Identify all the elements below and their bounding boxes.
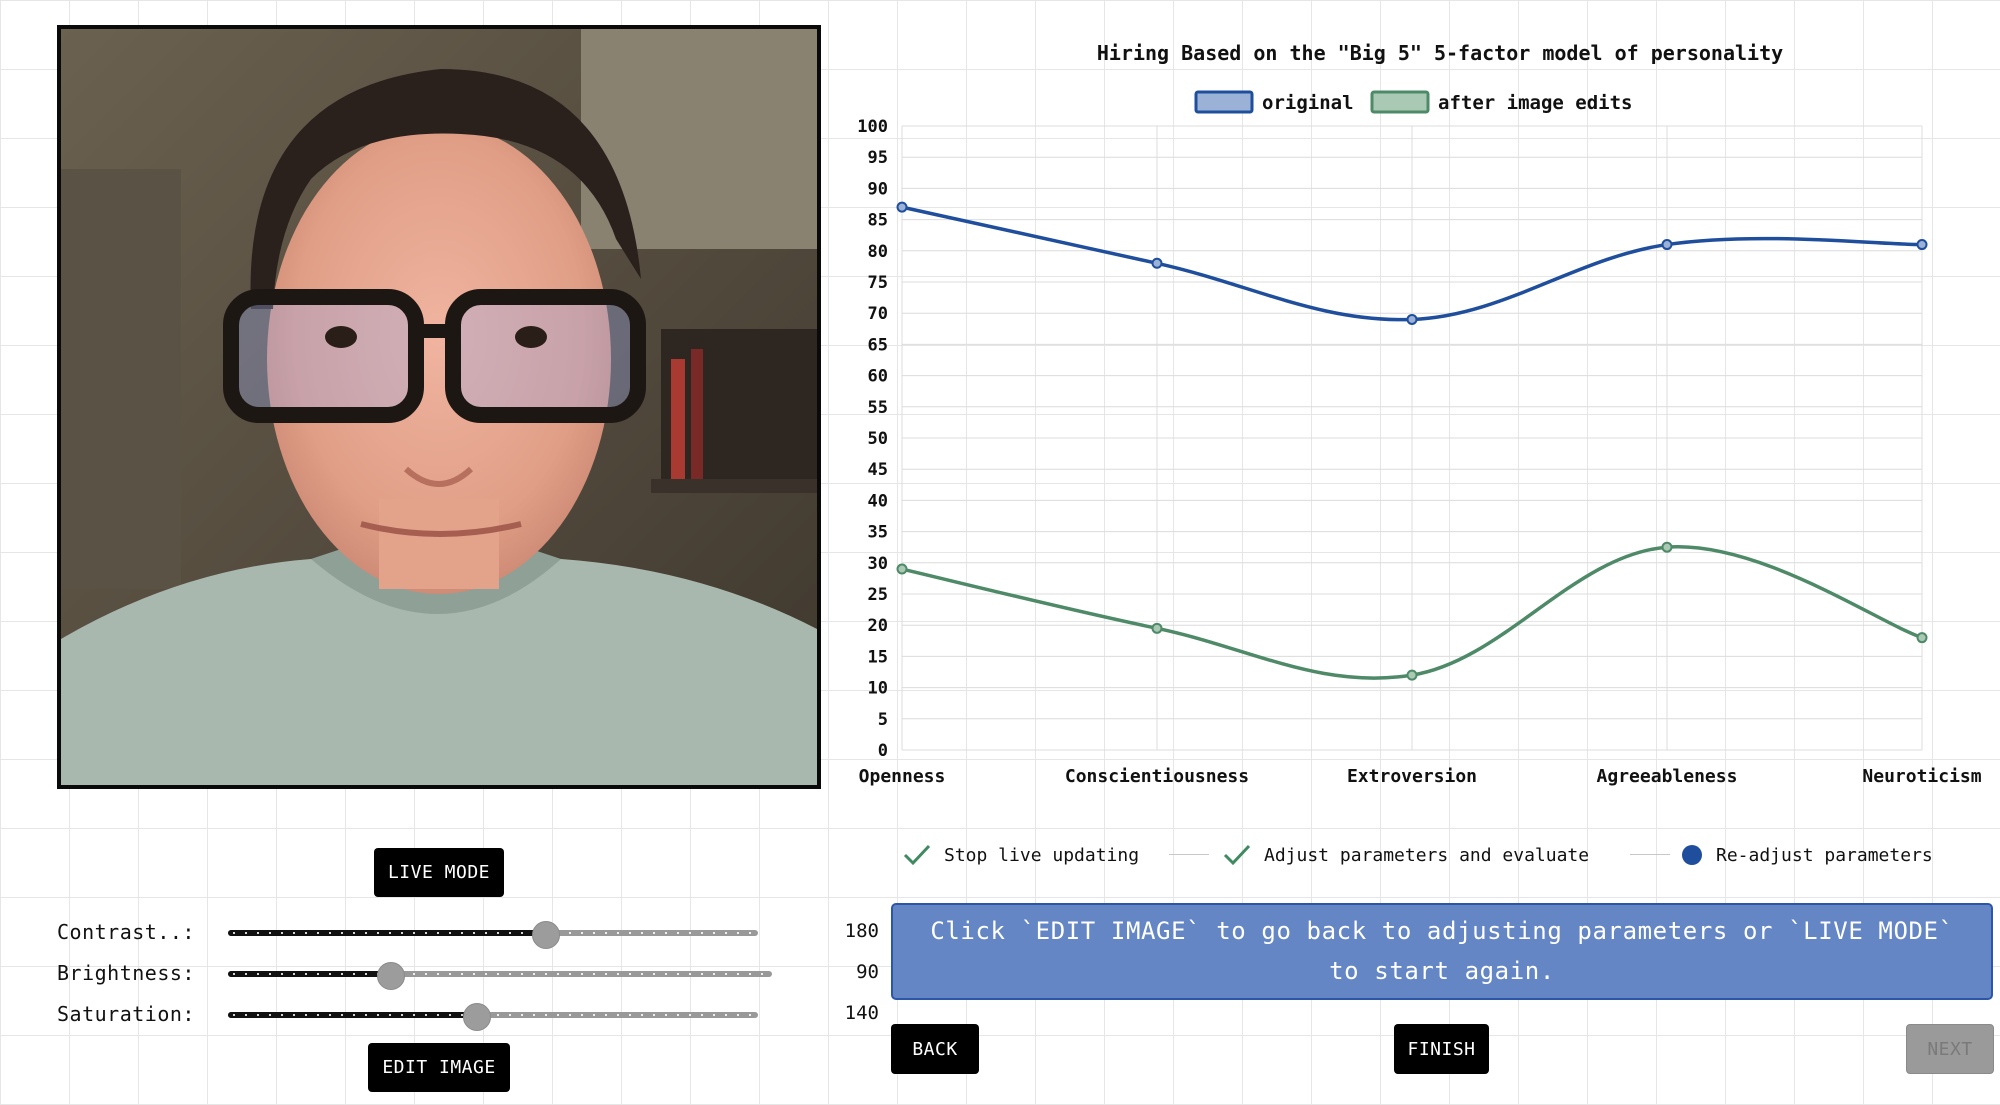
y-tick-label: 50 — [868, 429, 888, 449]
y-tick-label: 35 — [868, 523, 888, 543]
y-tick-label: 10 — [868, 679, 888, 699]
step-connector — [1169, 854, 1209, 855]
data-point — [1661, 541, 1673, 553]
step-stop-live-updating: Stop live updating — [902, 842, 1139, 868]
legend-swatch-original — [1194, 90, 1254, 114]
back-button[interactable]: BACK — [891, 1024, 979, 1074]
y-tick-label: 80 — [868, 242, 888, 262]
step-adjust-parameters: Adjust parameters and evaluate — [1222, 842, 1589, 868]
saturation-slider-thumb[interactable] — [463, 1003, 492, 1031]
brightness-label: Brightness: — [57, 961, 195, 985]
check-icon — [903, 844, 931, 866]
y-tick-label: 20 — [868, 616, 888, 636]
chart-legend: original after image edits — [1194, 90, 1632, 114]
chart-series — [896, 201, 1928, 681]
data-point — [1406, 313, 1418, 325]
contrast-value: 180 — [844, 920, 879, 942]
contrast-slider-row: Contrast..: 180 — [57, 918, 879, 949]
data-point — [896, 563, 908, 575]
x-tick-label: Conscientiousness — [1065, 766, 1249, 787]
data-point — [1661, 239, 1673, 251]
step-label: Stop live updating — [944, 844, 1140, 866]
legend-label-edited: after image edits — [1438, 92, 1632, 114]
y-tick-label: 75 — [868, 273, 888, 293]
brightness-slider-row: Brightness: 90 — [57, 959, 879, 990]
step-connector — [1630, 854, 1670, 855]
y-tick-label: 65 — [868, 335, 888, 355]
y-tick-label: 5 — [878, 710, 888, 730]
brightness-slider-thumb[interactable] — [377, 962, 406, 990]
saturation-value: 140 — [844, 1002, 879, 1024]
chart-title: Hiring Based on the "Big 5" 5-factor mod… — [1097, 41, 1783, 65]
y-tick-label: 45 — [868, 460, 888, 480]
brightness-value: 90 — [856, 961, 879, 983]
brightness-slider-dots — [228, 973, 772, 975]
portrait-image — [61, 29, 817, 785]
step-label: Re-adjust parameters — [1716, 844, 1933, 866]
saturation-slider[interactable] — [228, 1003, 758, 1031]
legend-label-original: original — [1262, 92, 1354, 114]
contrast-slider-dots — [228, 932, 758, 934]
step-readjust-parameters: Re-adjust parameters — [1680, 842, 1933, 868]
data-point — [1406, 669, 1418, 681]
data-point — [1151, 622, 1163, 634]
info-message: Click `EDIT IMAGE` to go back to adjusti… — [891, 903, 1993, 1000]
step-label: Adjust parameters and evaluate — [1264, 844, 1590, 866]
data-point — [1151, 257, 1163, 269]
y-axis-ticks: 0 5 10 15 20 25 30 35 40 45 50 55 60 65 70 75 80 85 90 95 10… — [857, 117, 888, 761]
y-tick-label: 70 — [868, 304, 888, 324]
y-tick-label: 30 — [868, 554, 888, 574]
data-point — [1916, 239, 1928, 251]
chart-grid — [901, 125, 1923, 751]
y-tick-label: 85 — [868, 211, 888, 231]
y-tick-label: 100 — [857, 117, 888, 137]
x-tick-label: Extroversion — [1347, 766, 1477, 787]
series-line-edited — [901, 545, 1923, 680]
x-tick-label: Neuroticism — [1862, 766, 1981, 787]
contrast-label: Contrast..: — [57, 920, 195, 944]
contrast-slider[interactable] — [228, 921, 758, 949]
x-axis-ticks: Openness Conscientiousness Extroversion Agr… — [859, 766, 1982, 787]
saturation-label: Saturation: — [57, 1002, 195, 1026]
finish-button[interactable]: FINISH — [1394, 1024, 1489, 1074]
x-tick-label: Openness — [859, 766, 946, 787]
data-point — [896, 201, 908, 213]
contrast-slider-thumb[interactable] — [532, 921, 560, 949]
y-tick-label: 0 — [878, 741, 888, 761]
saturation-slider-row: Saturation: 140 — [57, 1000, 879, 1031]
webcam-photo — [57, 25, 821, 789]
saturation-slider-dots — [228, 1014, 758, 1016]
next-button: NEXT — [1906, 1024, 1994, 1074]
data-point — [1916, 632, 1928, 644]
live-mode-button[interactable]: LIVE MODE — [374, 848, 504, 897]
y-tick-label: 25 — [868, 585, 888, 605]
y-tick-label: 15 — [868, 647, 888, 667]
legend-swatch-edited — [1370, 90, 1430, 114]
y-tick-label: 40 — [868, 491, 888, 511]
y-tick-label: 60 — [868, 367, 888, 387]
series-line-original — [901, 205, 1923, 322]
edit-image-button[interactable]: EDIT IMAGE — [368, 1043, 510, 1092]
brightness-slider[interactable] — [228, 962, 772, 990]
y-tick-label: 90 — [868, 179, 888, 199]
x-tick-label: Agreeableness — [1597, 766, 1738, 787]
y-tick-label: 95 — [868, 148, 888, 168]
check-icon — [1223, 844, 1251, 866]
y-tick-label: 55 — [868, 398, 888, 418]
current-step-icon — [1682, 845, 1702, 865]
